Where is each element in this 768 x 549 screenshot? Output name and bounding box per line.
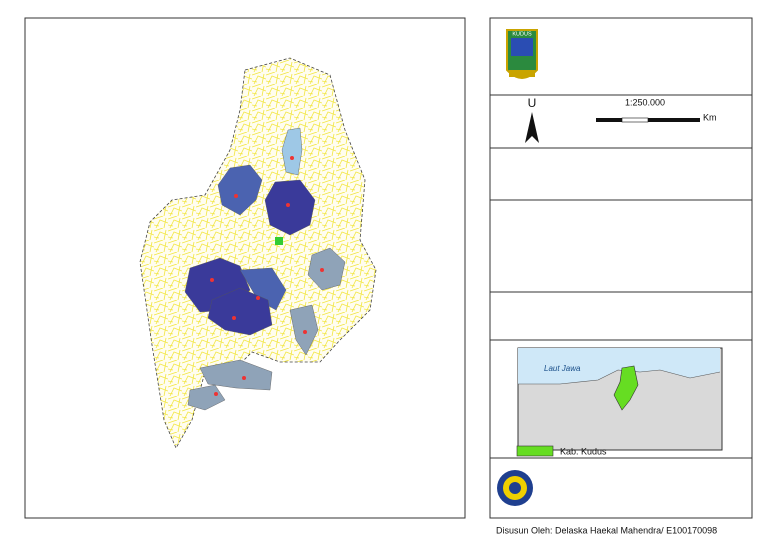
incident-marker (275, 237, 283, 245)
scale-ratio: 1:250.000 (625, 97, 665, 107)
panel-dividers (490, 94, 752, 459)
coverage-zones (184, 127, 346, 411)
university-logo (497, 470, 533, 506)
inset-legend-label: Kab. Kudus (560, 446, 607, 456)
logo (506, 29, 538, 79)
logo-text: KUDUS (512, 31, 532, 37)
inset-legend-swatch (516, 445, 554, 457)
inset-kudus (613, 365, 639, 411)
north-label: U (528, 96, 537, 110)
footer: Disusun Oleh: Delaska Haekal Mahendra/ E… (496, 525, 717, 535)
north-arrow (525, 112, 539, 143)
inset-sea-label: Laut Jawa (544, 364, 581, 373)
hospitals (210, 156, 324, 396)
inset-sea (518, 348, 720, 384)
scale-unit: Km (703, 112, 717, 122)
scale-bar (596, 117, 700, 123)
